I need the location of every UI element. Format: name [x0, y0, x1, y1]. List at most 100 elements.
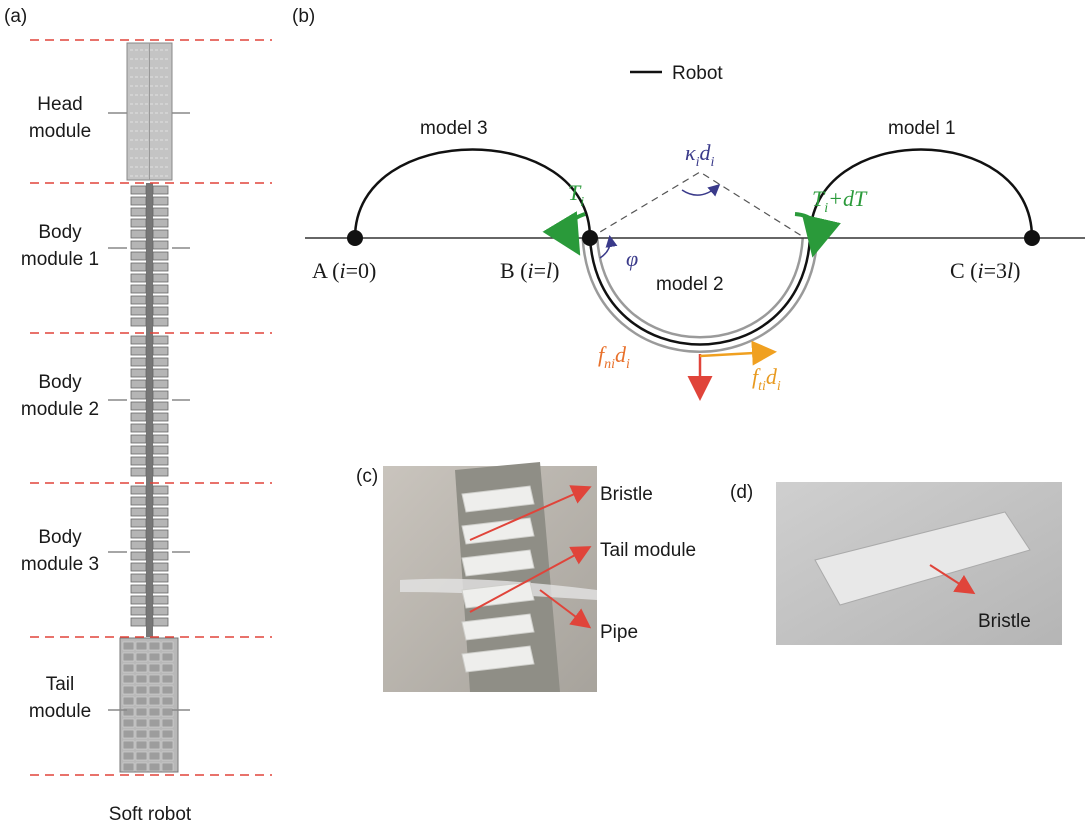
tail-cell [149, 664, 160, 672]
bristle-tab [131, 530, 146, 538]
point-marker [347, 230, 363, 246]
force-label: φ [626, 246, 638, 271]
bristle-tab [131, 424, 146, 432]
bristle-tab [153, 307, 168, 315]
bristle-tab [153, 519, 168, 527]
tail-cell [123, 708, 134, 716]
tail-cell [123, 752, 134, 760]
tail-cell [136, 719, 147, 727]
soft-robot [108, 43, 190, 772]
tail-cell [123, 664, 134, 672]
tail-cell [162, 664, 173, 672]
point-marker [1024, 230, 1040, 246]
bristle-tab [131, 563, 146, 571]
panel-label: (b) [292, 6, 315, 27]
bristle-tab [131, 274, 146, 282]
tail-cell [149, 653, 160, 661]
tail-cell [136, 664, 147, 672]
robot-caption: Soft robot [109, 804, 192, 825]
bristle-tab [131, 391, 146, 399]
bristle-tab [153, 607, 168, 615]
bristle-tab [131, 219, 146, 227]
bristle-tab [153, 552, 168, 560]
tail-cell [123, 686, 134, 694]
panel-label: (c) [356, 466, 378, 487]
bristle-tab [153, 435, 168, 443]
tail-cell [162, 675, 173, 683]
tail-cell [149, 730, 160, 738]
bristle-tab [153, 446, 168, 454]
bristle-tab [131, 446, 146, 454]
tail-cell [123, 653, 134, 661]
tangent-force-arrow [700, 352, 772, 356]
bristle-tab [153, 285, 168, 293]
tail-cell [149, 686, 160, 694]
bristle-tab [153, 318, 168, 326]
photo-label: Tail module [600, 540, 696, 561]
bristle-tab [131, 519, 146, 527]
bristle-tab [153, 197, 168, 205]
tail-cell [123, 675, 134, 683]
tail-cell [162, 741, 173, 749]
bristle-tab [153, 457, 168, 465]
bristle-tab [153, 380, 168, 388]
curvature-arrow [682, 186, 718, 195]
model-label: model 2 [656, 274, 724, 295]
bristle-tab [153, 468, 168, 476]
bristle-tab [131, 413, 146, 421]
bristle-tab [131, 285, 146, 293]
bristle-tab [131, 380, 146, 388]
bristle-tab [153, 402, 168, 410]
tail-cell [136, 763, 147, 771]
module-label: Bodymodule 2 [21, 372, 99, 420]
force-label: Ti [568, 180, 584, 210]
point-label: A (i=0) [312, 258, 376, 283]
bristle-tab [131, 457, 146, 465]
bristle-tab [131, 318, 146, 326]
bristle-tab [153, 486, 168, 494]
bristle-tab [131, 508, 146, 516]
bristle-tab [131, 497, 146, 505]
bristle-tab [153, 369, 168, 377]
tail-cell [136, 741, 147, 749]
legend-label: Robot [672, 63, 723, 84]
tail-cell [162, 686, 173, 694]
robot-curve [355, 150, 590, 239]
bristle-tab [131, 585, 146, 593]
tail-cell [136, 653, 147, 661]
bristle-tab [131, 197, 146, 205]
bristle-tab [131, 402, 146, 410]
bristle-tab [153, 274, 168, 282]
tail-cell [136, 642, 147, 650]
bristle-tab [131, 618, 146, 626]
bristle-tab [153, 508, 168, 516]
figure: (a) (b) (c) (d) Headmodule Bodymodule 1 … [0, 0, 1092, 828]
bristle-tab [131, 486, 146, 494]
tail-cell [123, 730, 134, 738]
bristle-tab [153, 358, 168, 366]
bristle-tab [131, 541, 146, 549]
bristle-tab [131, 208, 146, 216]
bristle-tab [131, 369, 146, 377]
bristle-tab [153, 241, 168, 249]
panel-label: (a) [4, 6, 27, 27]
bristle-tab [131, 607, 146, 615]
tail-cell [136, 752, 147, 760]
tail-cell [149, 697, 160, 705]
tail-cell [123, 763, 134, 771]
bristle-tab [131, 241, 146, 249]
bristle-tab [153, 219, 168, 227]
bristle-tab [131, 347, 146, 355]
tail-cell [149, 752, 160, 760]
tail-cell [149, 675, 160, 683]
tail-cell [123, 642, 134, 650]
tail-cell [136, 675, 147, 683]
bristle-tab [153, 391, 168, 399]
bristle-tab [131, 336, 146, 344]
model-label: model 1 [888, 118, 956, 139]
tail-cell [149, 763, 160, 771]
tail-cell [149, 708, 160, 716]
bristle-tab [131, 358, 146, 366]
photo-label: Bristle [978, 611, 1031, 632]
bristle-tab [131, 552, 146, 560]
